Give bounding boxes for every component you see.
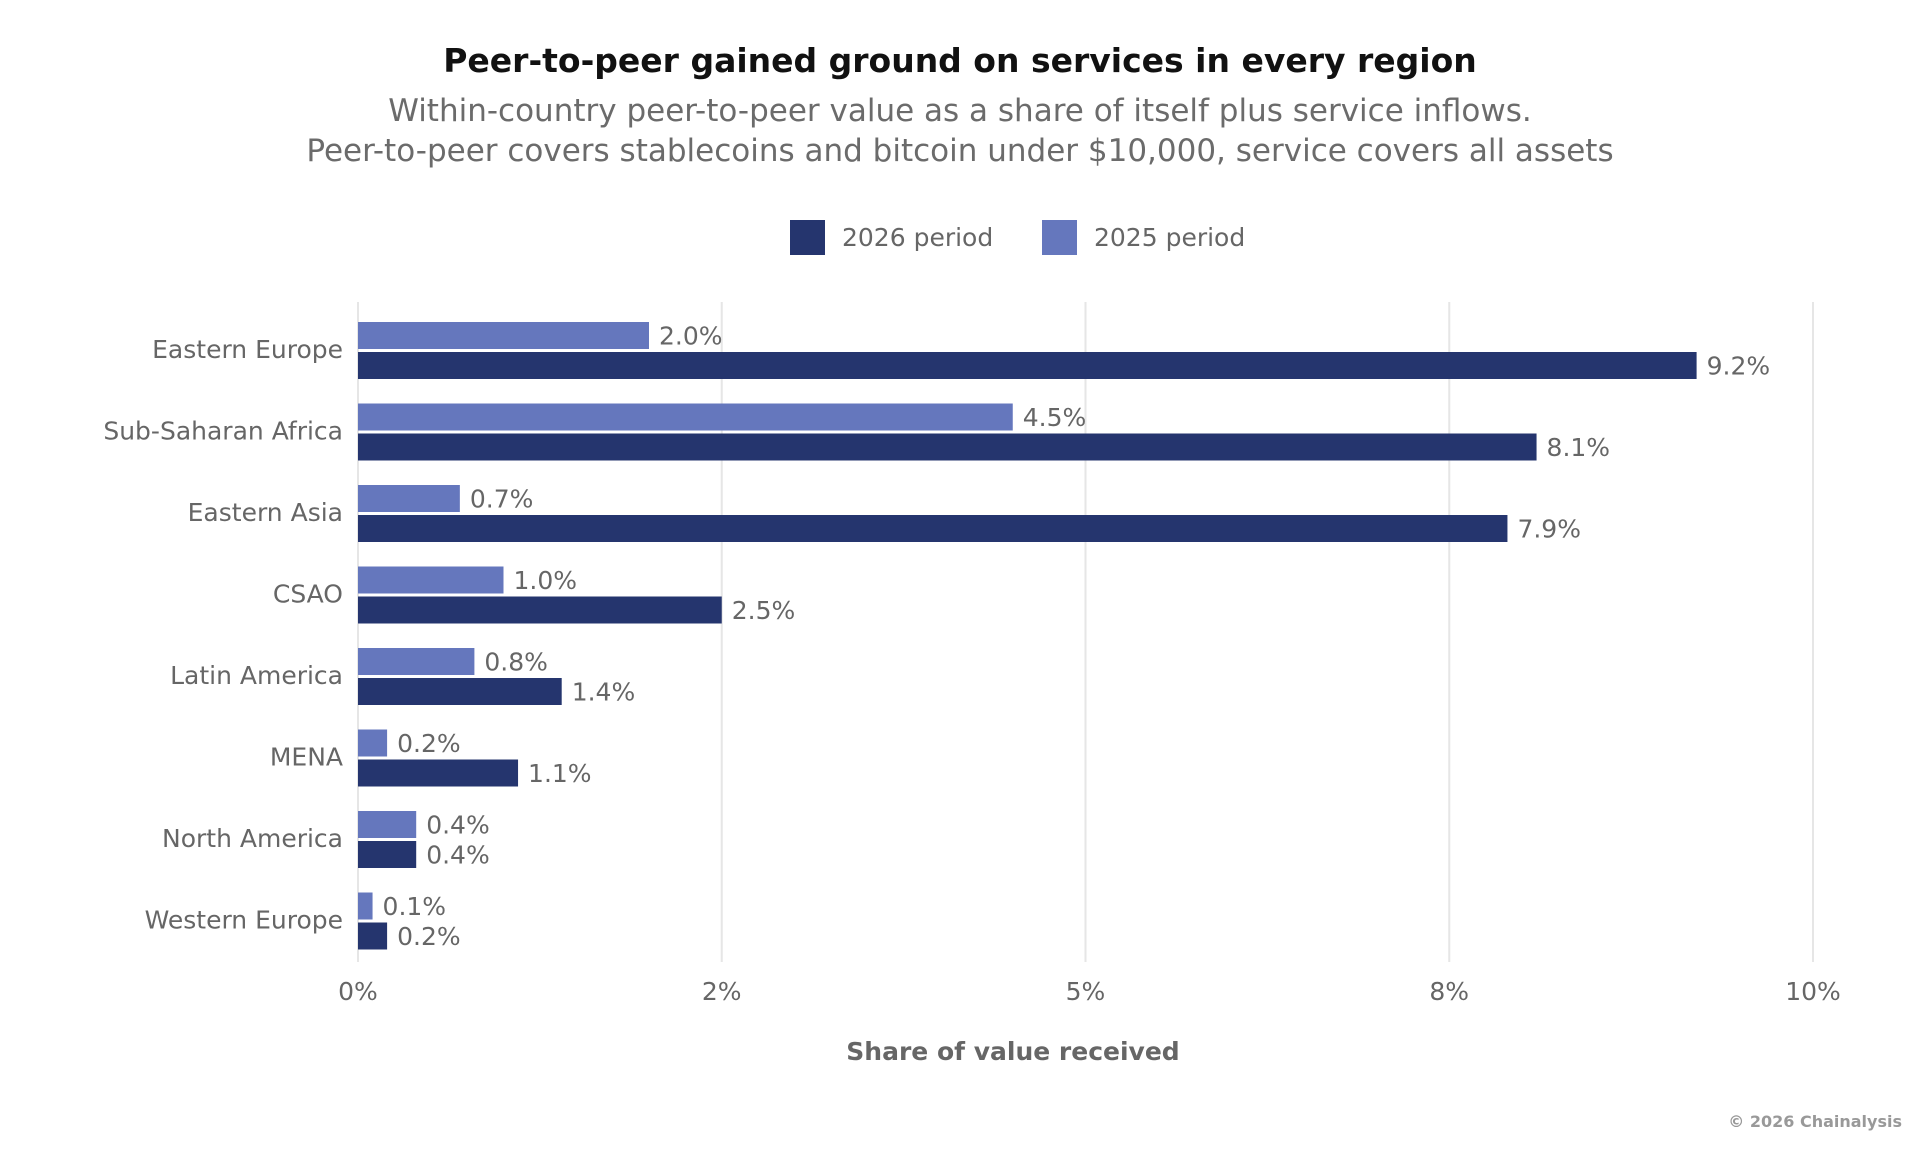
bar	[358, 433, 1537, 461]
bar	[358, 841, 417, 868]
bar-value-label: 0.2%	[397, 729, 461, 758]
bar	[358, 596, 722, 624]
bar	[358, 352, 1697, 379]
legend-swatch	[790, 220, 825, 255]
bar-value-label: 0.7%	[470, 485, 534, 514]
bar	[358, 403, 1013, 431]
chart-subtitle-line-2: Peer-to-peer covers stablecoins and bitc…	[306, 133, 1613, 169]
chart-subtitle-line-1: Within-country peer-to-peer value as a s…	[388, 93, 1532, 129]
category-labels: Eastern Europe Sub-Saharan Africa Eastern …	[103, 335, 343, 935]
bar-value-label: 0.4%	[426, 841, 490, 870]
bar	[358, 892, 373, 920]
category-label: Eastern Europe	[152, 335, 343, 364]
bar	[358, 811, 417, 838]
legend-label: 2026 period	[842, 223, 993, 252]
bar	[358, 322, 649, 349]
bar-value-label: 0.1%	[383, 892, 447, 921]
bar-value-label: 2.5%	[732, 596, 796, 625]
legend-label: 2025 period	[1094, 223, 1245, 252]
bar-value-label: 8.1%	[1547, 433, 1611, 462]
x-tick-label: 0%	[338, 977, 378, 1006]
category-label: North America	[162, 824, 343, 853]
chart-title: Peer-to-peer gained ground on services i…	[443, 41, 1477, 80]
bar-value-label: 0.4%	[426, 811, 490, 840]
bar	[358, 485, 460, 512]
x-axis-title: Share of value received	[846, 1037, 1179, 1066]
category-label: Western Europe	[145, 906, 343, 935]
gridlines	[357, 302, 1814, 962]
bars: 2.0% 9.2% 4.5% 8.1% 0.7% 7.9% 1.0% 2.5% 0.8% 1.4%…	[358, 322, 1771, 951]
category-label: Sub-Saharan Africa	[103, 417, 343, 446]
bar-value-label: 2.0%	[659, 322, 723, 351]
bar	[358, 566, 504, 594]
bar-value-label: 0.8%	[484, 648, 548, 677]
bar	[358, 759, 519, 787]
bar	[358, 678, 562, 705]
legend-swatch	[1042, 220, 1077, 255]
category-label: MENA	[270, 743, 343, 772]
credit: © 2026 Chainalysis	[1728, 1112, 1902, 1131]
x-tick-label: 2%	[702, 977, 742, 1006]
bar	[358, 648, 475, 675]
bar-value-label: 0.2%	[397, 922, 461, 951]
x-tick-label: 5%	[1066, 977, 1106, 1006]
x-tick-label: 8%	[1429, 977, 1469, 1006]
bar-value-label: 1.0%	[514, 566, 578, 595]
x-axis-ticks: 0% 2% 5% 8% 10%	[338, 977, 1841, 1006]
x-tick-label: 10%	[1785, 977, 1841, 1006]
bar-value-label: 7.9%	[1517, 515, 1581, 544]
bar-value-label: 1.4%	[572, 678, 636, 707]
bar	[358, 515, 1508, 542]
bar-value-label: 9.2%	[1707, 352, 1771, 381]
bar	[358, 922, 388, 950]
bar-value-label: 4.5%	[1023, 403, 1087, 432]
category-label: Eastern Asia	[188, 498, 343, 527]
bar-value-label: 1.1%	[528, 759, 592, 788]
category-label: Latin America	[170, 661, 343, 690]
category-label: CSAO	[273, 580, 343, 609]
bar	[358, 729, 388, 757]
legend: 2026 period 2025 period	[790, 220, 1245, 255]
